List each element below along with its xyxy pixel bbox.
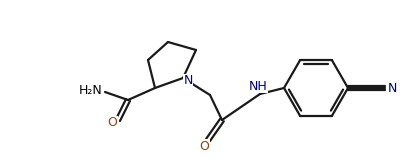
Text: O: O [199,140,209,153]
Text: O: O [107,116,117,130]
Text: N: N [183,74,193,88]
Text: NH: NH [248,80,267,92]
Text: N: N [387,82,397,95]
Text: H₂N: H₂N [79,84,103,98]
